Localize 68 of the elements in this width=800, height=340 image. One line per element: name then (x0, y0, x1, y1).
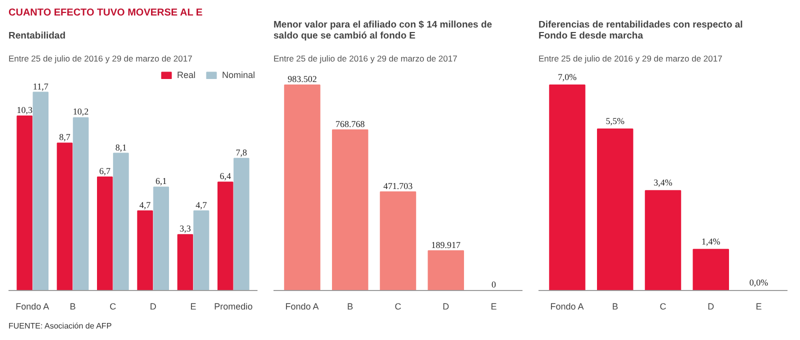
bar (549, 84, 586, 290)
bar (380, 191, 416, 290)
x-tick-label: D (442, 302, 450, 312)
data-label: 983.502 (288, 74, 317, 84)
data-label: 8,1 (115, 142, 127, 152)
x-tick-label: B (347, 302, 354, 312)
bar (193, 210, 210, 290)
x-tick-label: Fondo A (550, 302, 584, 312)
x-tick-label: Fondo A (285, 302, 319, 312)
data-label: 6,1 (155, 176, 167, 186)
data-label: 8,7 (59, 132, 71, 142)
data-label: 4,7 (139, 200, 152, 210)
chart-subtitle: Entre 25 de julio de 2016 y 29 de marzo de 2017 (8, 54, 193, 64)
data-label: 471.703 (383, 180, 414, 191)
data-label: 10,2 (72, 106, 89, 117)
data-label: 3,4% (654, 178, 673, 188)
bar (428, 250, 464, 290)
bar (56, 142, 73, 290)
data-label: 6,4 (220, 171, 232, 182)
bar (113, 152, 129, 290)
bar (217, 182, 234, 290)
data-label: 6,7 (99, 166, 112, 176)
text: CUANTO EFECTO TUVO MOVERSE AL E (8, 8, 203, 18)
x-tick-label: Fondo A (16, 302, 50, 312)
data-label: 0 (492, 280, 497, 290)
legend-label: Nominal (222, 70, 255, 80)
bar (16, 116, 32, 290)
chart-title: Menor valor para el afiliado con $ 14 millones de saldo que se cambió al fondo E (274, 20, 492, 42)
data-label: 0,0% (749, 278, 769, 288)
data-label: 3,3 (180, 224, 192, 234)
bar (284, 84, 320, 290)
x-tick-label: Promedio (214, 302, 253, 312)
chart-subtitle: Entre 25 de julio de 2016 y 29 de marzo de 2017 (274, 54, 458, 64)
bar (596, 128, 634, 290)
bar (332, 129, 368, 290)
source-note: FUENTE: Asociación de AFP (8, 322, 112, 330)
x-tick-label: B (612, 302, 618, 312)
x-tick-label: E (490, 302, 497, 312)
chart-title: Rentabilidad (8, 30, 66, 42)
bar (137, 210, 153, 290)
bar (96, 176, 113, 290)
bar (692, 248, 730, 290)
x-tick-label: B (70, 302, 76, 312)
x-tick-label: E (756, 302, 762, 312)
chart-subtitle: Entre 25 de julio de 2016 y 29 de marzo de 2017 (538, 54, 723, 64)
x-tick-label: D (150, 302, 157, 312)
bar (177, 234, 194, 290)
x-tick-label: E (190, 302, 196, 312)
bar (32, 92, 49, 290)
bar (644, 190, 682, 290)
data-label: 4,7 (196, 200, 208, 210)
x-tick-label: C (394, 302, 402, 312)
chart-title: Diferencias de rentabilidades con respecto al Fondo E desde marcha (538, 20, 743, 42)
data-label: 7,8 (236, 147, 248, 158)
x-tick-label: C (110, 302, 117, 312)
data-label: 1,4% (702, 236, 721, 246)
data-label: 5,5% (606, 116, 625, 126)
x-tick-label: D (708, 302, 715, 312)
bar (234, 158, 250, 290)
bar (153, 186, 170, 290)
x-tick-label: C (660, 302, 667, 312)
legend-label: Real (176, 70, 196, 80)
data-label: 768.768 (335, 118, 366, 129)
data-label: 7,0% (558, 72, 578, 82)
data-label: 10,3 (16, 105, 33, 116)
data-label: 11,7 (32, 81, 49, 92)
bar (72, 117, 89, 290)
data-label: 189.917 (431, 240, 462, 250)
